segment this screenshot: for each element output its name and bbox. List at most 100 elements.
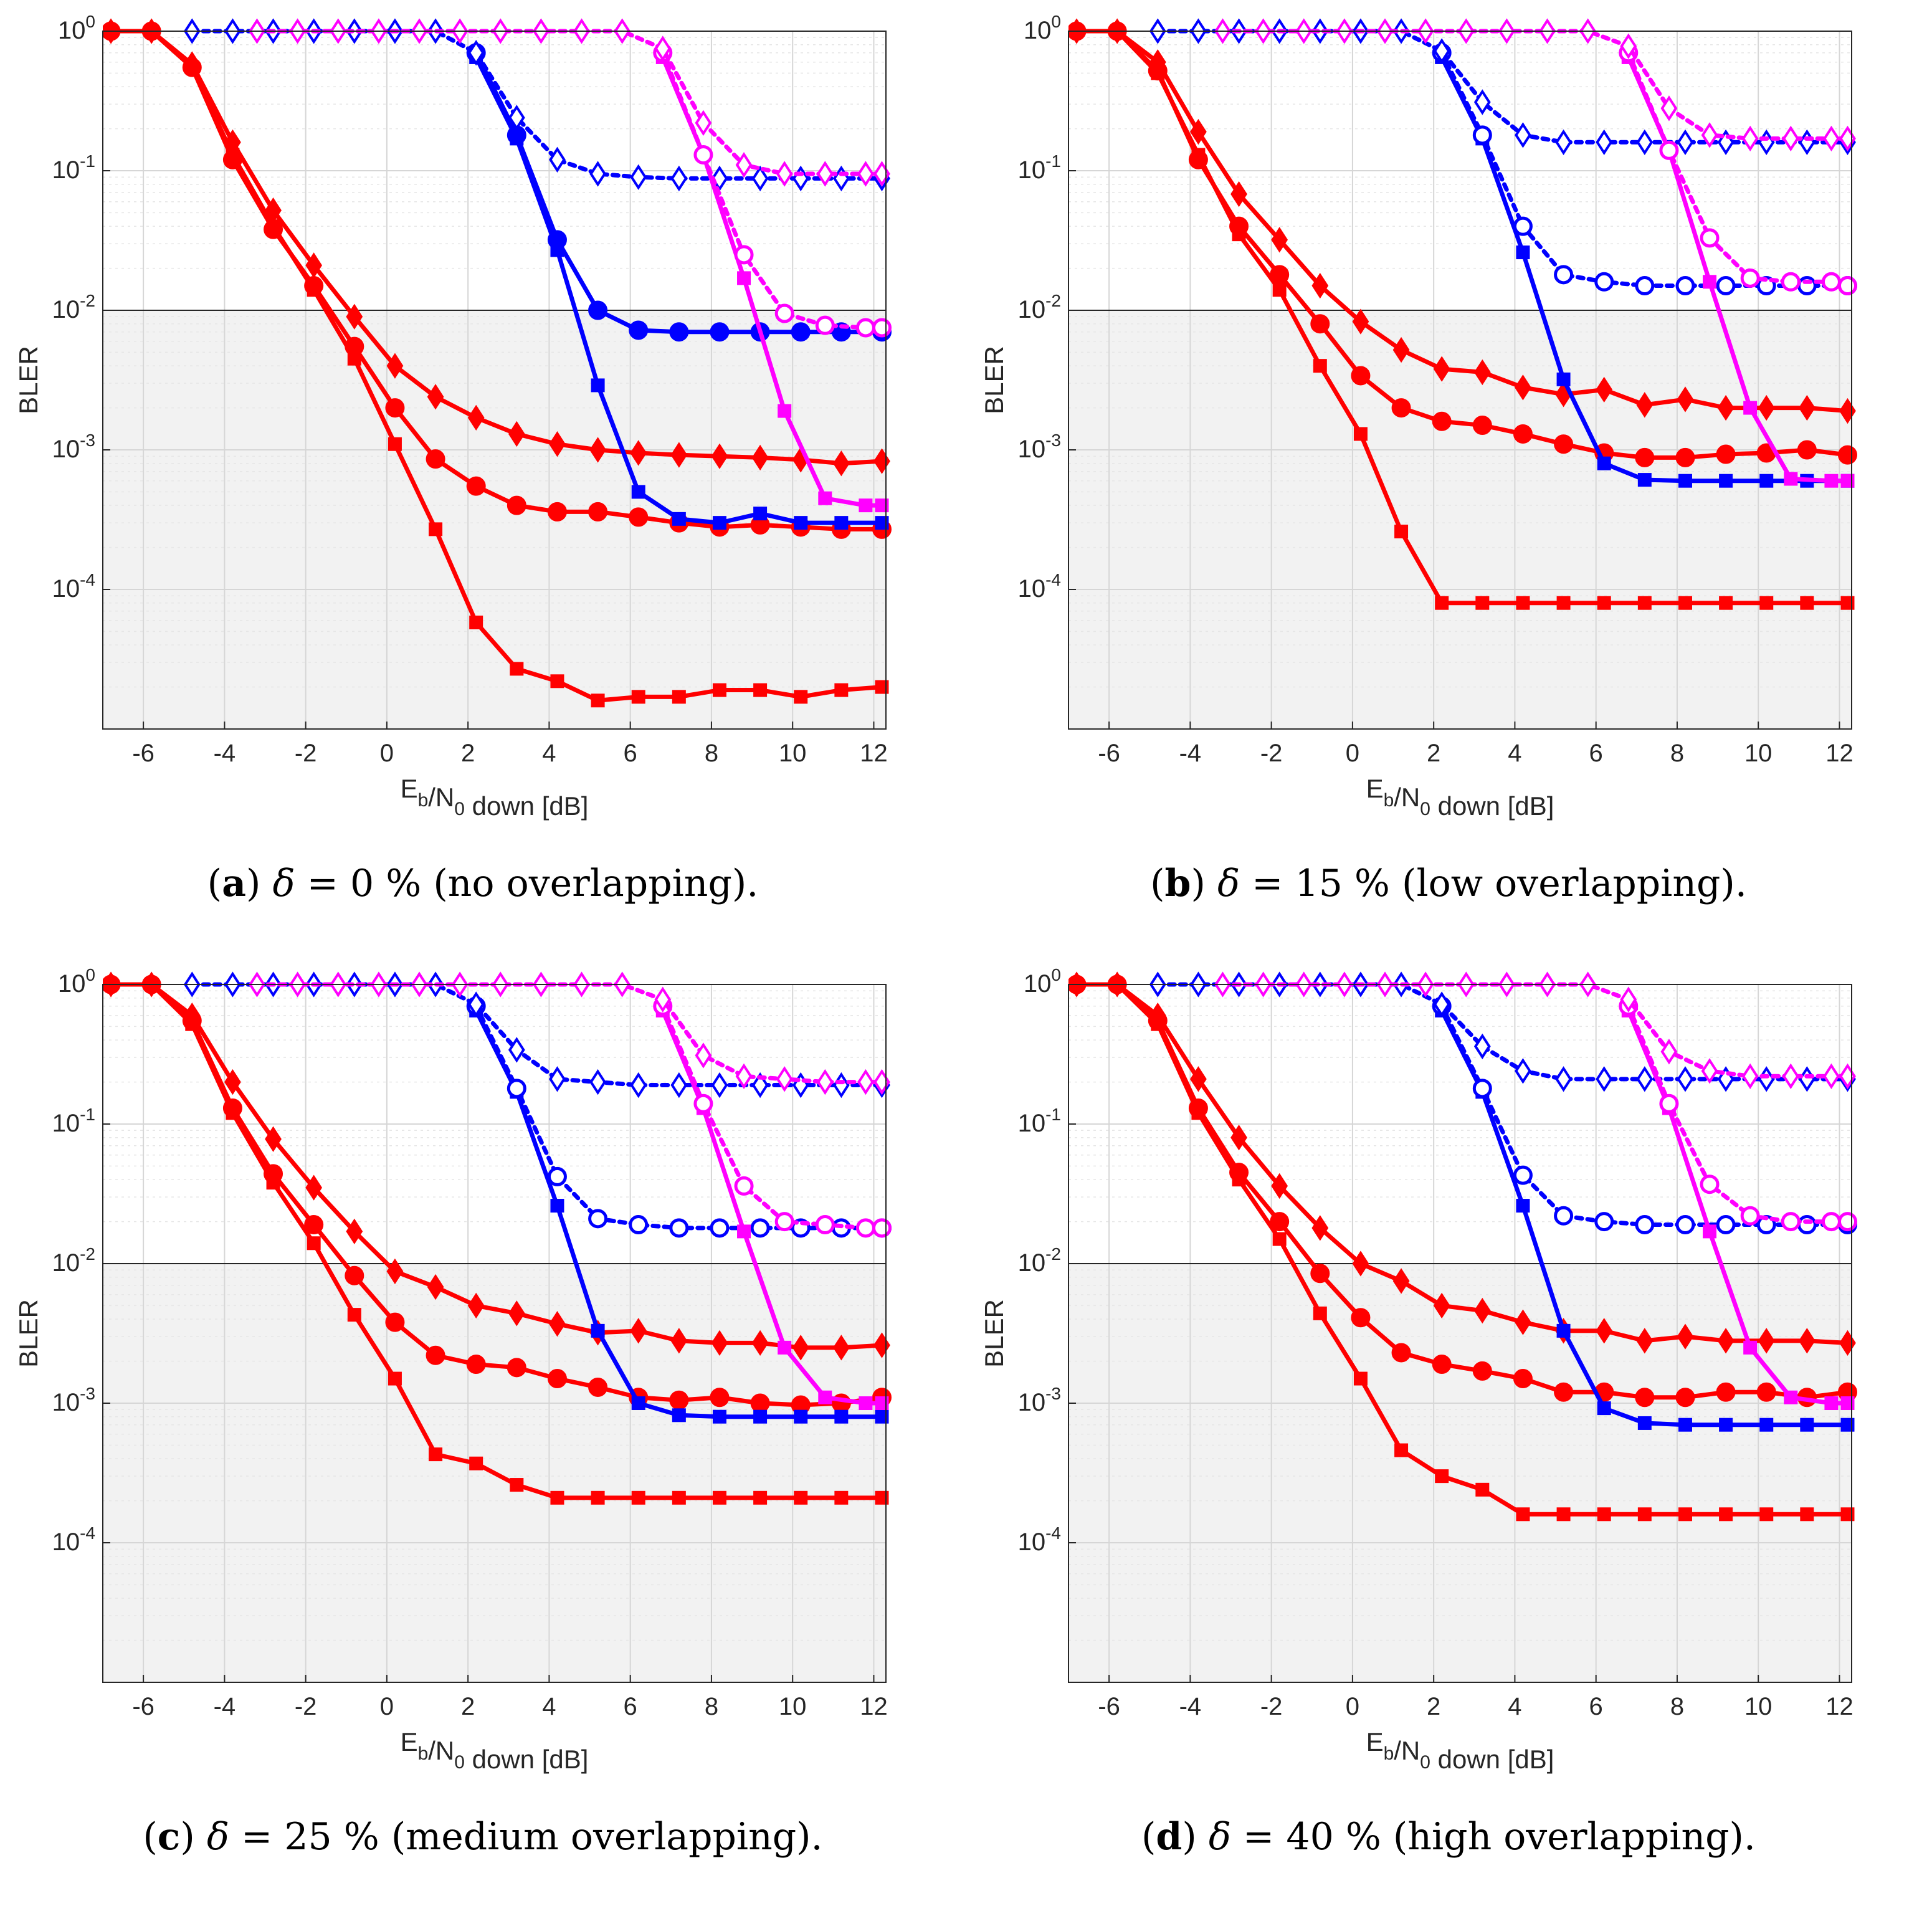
x-tick-label: 10 — [1744, 740, 1773, 767]
data-point-diamond — [1149, 49, 1166, 75]
x-tick-label: 2 — [1427, 1693, 1440, 1720]
data-point-diamond — [695, 1042, 712, 1069]
data-point-diamond — [751, 444, 769, 471]
data-point-circle — [1554, 1382, 1574, 1402]
data-point-diamond — [1636, 129, 1654, 155]
x-tick-label: -4 — [214, 1693, 236, 1720]
x-axis-label: Eb/N0 down [dB] — [1366, 774, 1554, 821]
data-point-square — [550, 674, 564, 689]
data-point-diamond — [751, 1072, 769, 1098]
data-point-diamond — [1515, 122, 1531, 148]
data-point-square — [347, 1308, 361, 1322]
y-tick-label: 10-3 — [52, 431, 95, 463]
shaded-region — [1068, 310, 1852, 729]
data-point-square — [307, 1236, 321, 1251]
data-point-diamond — [1823, 125, 1840, 152]
data-point-circle — [1188, 150, 1208, 169]
data-point-circle — [1716, 1215, 1736, 1235]
data-point-diamond — [1149, 1003, 1166, 1029]
data-point-square — [388, 437, 402, 451]
x-tick-label: 6 — [1589, 740, 1603, 767]
data-point-diamond — [1271, 227, 1288, 253]
data-point-circle — [1675, 447, 1695, 467]
data-point-square — [429, 522, 443, 536]
data-point-circle — [547, 230, 567, 250]
data-point-diamond — [1798, 1328, 1815, 1354]
data-point-square — [469, 615, 483, 629]
y-axis-label: BLER — [979, 346, 1009, 414]
data-point-circle — [426, 1345, 445, 1365]
data-point-diamond — [386, 353, 404, 379]
data-point-circle — [1472, 125, 1492, 145]
caption-desc: (high overlapping). — [1392, 1815, 1756, 1859]
data-point-diamond — [224, 1069, 241, 1095]
data-point-square — [859, 1396, 873, 1410]
data-point-circle — [426, 449, 445, 469]
series-group — [1068, 971, 1857, 1522]
data-point-circle — [1716, 444, 1736, 464]
data-point-square — [875, 680, 889, 694]
y-tick-label: 10-3 — [1018, 431, 1061, 463]
data-point-diamond — [670, 1328, 688, 1354]
data-point-diamond — [751, 1330, 769, 1356]
data-point-diamond — [1433, 991, 1450, 1017]
data-point-square — [1800, 1418, 1814, 1432]
data-point-square — [1719, 596, 1733, 610]
data-point-circle — [1635, 1388, 1655, 1408]
data-point-circle — [1554, 434, 1574, 454]
data-point-diamond — [224, 129, 241, 155]
data-point-circle — [1270, 1212, 1290, 1232]
data-point-diamond — [508, 105, 525, 131]
data-point-circle — [710, 1218, 730, 1238]
data-point-diamond — [589, 1069, 606, 1095]
data-point-diamond — [857, 161, 874, 187]
data-point-diamond — [670, 165, 688, 192]
caption-symbol: δ — [1217, 862, 1240, 905]
data-point-square — [794, 1490, 808, 1505]
data-point-square — [834, 683, 849, 697]
data-point-diamond — [1433, 38, 1450, 64]
data-point-circle — [1188, 1098, 1208, 1118]
data-point-square — [1784, 472, 1798, 486]
data-point-circle — [774, 1212, 794, 1232]
y-tick-label: 100 — [1024, 965, 1061, 998]
x-tick-label: -2 — [1260, 1693, 1283, 1720]
data-point-diamond — [1392, 336, 1410, 363]
data-point-diamond — [816, 161, 834, 187]
data-point-square — [1637, 596, 1652, 610]
caption-a: (a) δ = 0 % (no overlapping). — [207, 862, 759, 905]
data-point-diamond — [1555, 129, 1572, 155]
data-point-square — [1597, 456, 1611, 470]
data-point-diamond — [670, 442, 688, 468]
x-tick-label: -4 — [1179, 1693, 1202, 1720]
data-point-diamond — [711, 443, 728, 469]
data-point-diamond — [1433, 1292, 1450, 1319]
data-point-circle — [629, 507, 649, 527]
data-point-diamond — [751, 165, 769, 192]
y-tick-label: 100 — [1024, 12, 1061, 44]
x-tick-label: 6 — [1589, 1693, 1603, 1720]
data-point-diamond — [832, 1335, 850, 1361]
data-point-diamond — [1741, 1063, 1759, 1089]
data-point-square — [1743, 401, 1758, 415]
data-point-square — [753, 507, 768, 521]
data-point-circle — [1797, 1215, 1817, 1235]
data-point-circle — [1675, 1215, 1695, 1235]
data-point-square — [1703, 275, 1717, 289]
data-point-circle — [629, 1215, 649, 1235]
data-point-square — [1719, 1507, 1733, 1522]
data-point-square — [591, 1490, 605, 1505]
caption-symbol: δ — [206, 1815, 229, 1859]
data-point-square — [875, 498, 889, 513]
data-point-square — [1475, 596, 1490, 610]
x-tick-label: 10 — [779, 1693, 807, 1720]
data-point-diamond — [1311, 1215, 1329, 1241]
data-point-diamond — [1596, 129, 1613, 155]
x-tick-label: -4 — [1179, 740, 1202, 767]
data-point-circle — [507, 1079, 526, 1098]
data-point-diamond — [630, 440, 647, 466]
x-axis-label: Eb/N0 down [dB] — [401, 1727, 589, 1774]
data-point-square — [672, 1408, 686, 1422]
data-point-square — [672, 512, 686, 526]
data-point-circle — [1781, 1212, 1801, 1232]
